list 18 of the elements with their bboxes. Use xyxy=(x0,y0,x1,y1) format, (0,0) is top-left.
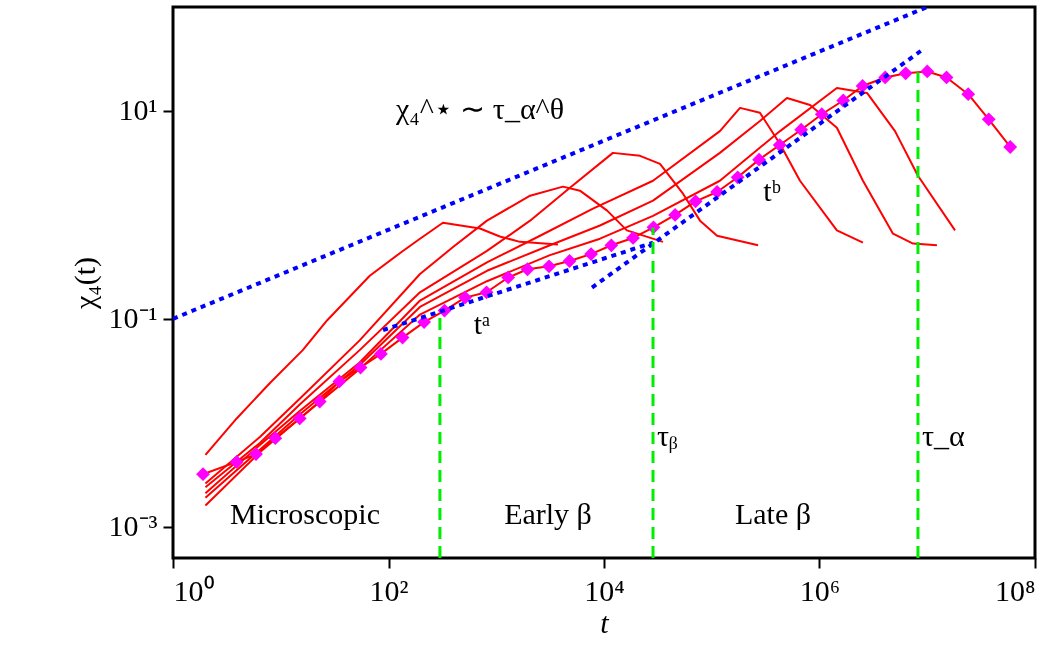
ref-line-label: τ_α xyxy=(921,419,966,452)
annotation: Microscopic xyxy=(230,497,380,530)
x-tick-label: 10² xyxy=(369,573,409,607)
y-tick-label: 10⁻¹ xyxy=(108,301,158,335)
ref-line-label: τᵦ xyxy=(657,419,679,453)
y-axis-title: χ₄(t) xyxy=(67,256,102,311)
y-tick-label: 10⁻³ xyxy=(108,509,158,543)
annotation: Early β xyxy=(504,497,592,530)
x-tick-label: 10⁰ xyxy=(173,573,215,607)
y-tick-label: 10¹ xyxy=(118,93,158,127)
x-tick-label: 10⁴ xyxy=(584,573,625,607)
series-label: tᵃ xyxy=(473,307,491,340)
x-tick-label: 10⁸ xyxy=(995,573,1036,607)
x-tick-label: 10⁶ xyxy=(799,573,841,607)
series-label: tᵇ xyxy=(763,174,781,207)
series-label: χ₄^⋆ ∼ τ_α^θ xyxy=(394,92,565,125)
annotation: Late β xyxy=(734,497,812,530)
x-axis-title: t xyxy=(600,605,610,639)
